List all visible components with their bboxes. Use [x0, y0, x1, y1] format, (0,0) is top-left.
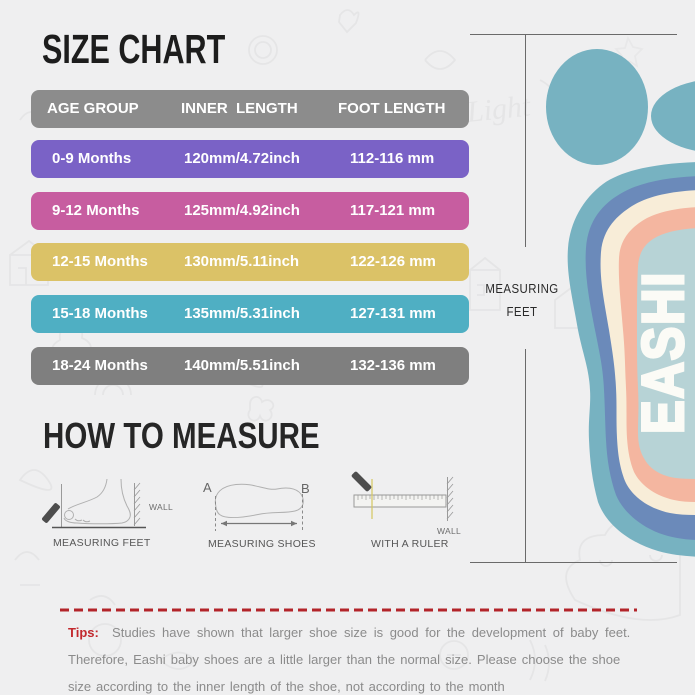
svg-text:Light: Light — [464, 89, 532, 129]
svg-text:EASHI: EASHI — [631, 271, 695, 434]
